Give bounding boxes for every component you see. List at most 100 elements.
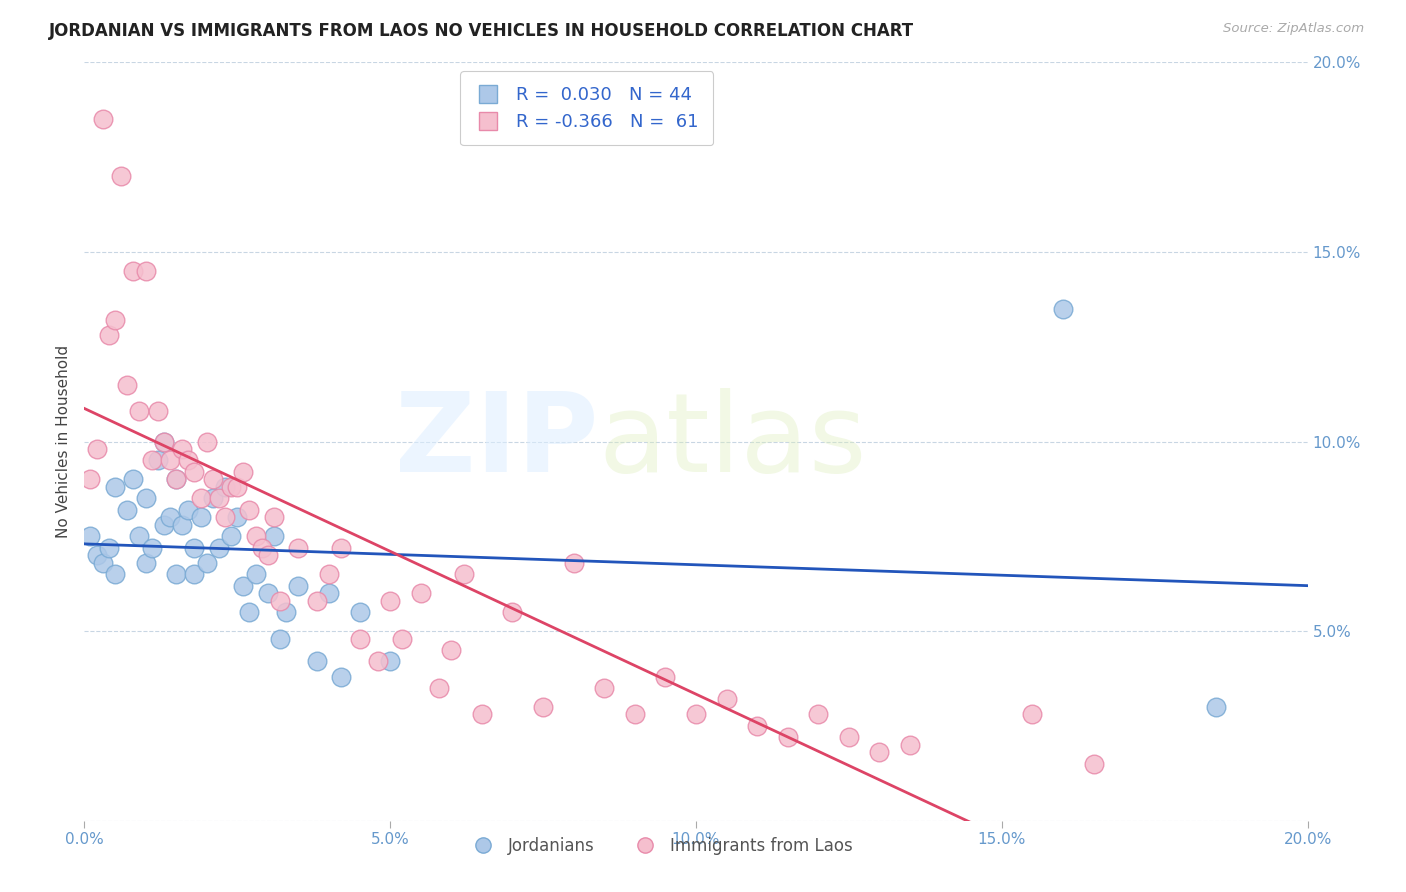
Point	[172, 442, 194, 457]
Point	[122, 264, 145, 278]
Point	[287, 579, 309, 593]
Point	[172, 517, 194, 532]
Point	[183, 465, 205, 479]
Point	[318, 586, 340, 600]
Point	[195, 434, 218, 449]
Point	[135, 491, 157, 506]
Point	[1083, 756, 1105, 771]
Point	[115, 503, 138, 517]
Point	[104, 480, 127, 494]
Point	[141, 541, 163, 555]
Point	[159, 453, 181, 467]
Point	[593, 681, 616, 695]
Point	[146, 453, 169, 467]
Text: atlas: atlas	[598, 388, 866, 495]
Point	[153, 434, 176, 449]
Point	[135, 556, 157, 570]
Point	[159, 510, 181, 524]
Point	[201, 473, 224, 487]
Point	[208, 541, 231, 555]
Point	[305, 655, 328, 669]
Point	[440, 643, 463, 657]
Point	[245, 529, 267, 543]
Point	[208, 491, 231, 506]
Point	[153, 434, 176, 449]
Point	[91, 556, 114, 570]
Point	[716, 692, 738, 706]
Point	[104, 313, 127, 327]
Point	[838, 730, 860, 744]
Point	[380, 655, 402, 669]
Point	[238, 503, 260, 517]
Point	[502, 605, 524, 619]
Point	[276, 605, 298, 619]
Point	[165, 473, 187, 487]
Point	[232, 579, 254, 593]
Point	[97, 541, 120, 555]
Point	[562, 556, 585, 570]
Point	[330, 541, 353, 555]
Point	[471, 707, 494, 722]
Point	[146, 404, 169, 418]
Point	[898, 738, 921, 752]
Point	[453, 567, 475, 582]
Point	[367, 655, 389, 669]
Point	[97, 328, 120, 343]
Point	[177, 503, 200, 517]
Point	[201, 491, 224, 506]
Y-axis label: No Vehicles in Household: No Vehicles in Household	[56, 345, 72, 538]
Point	[128, 529, 150, 543]
Point	[214, 510, 236, 524]
Point	[226, 480, 249, 494]
Point	[257, 586, 280, 600]
Text: ZIP: ZIP	[395, 388, 598, 495]
Point	[86, 442, 108, 457]
Point	[245, 567, 267, 582]
Point	[219, 529, 242, 543]
Point	[1052, 301, 1074, 316]
Point	[318, 567, 340, 582]
Point	[531, 699, 554, 714]
Point	[263, 529, 285, 543]
Point	[624, 707, 647, 722]
Point	[747, 719, 769, 733]
Point	[165, 567, 187, 582]
Point	[135, 264, 157, 278]
Point	[214, 480, 236, 494]
Point	[269, 632, 291, 646]
Point	[91, 112, 114, 127]
Point	[349, 605, 371, 619]
Point	[685, 707, 707, 722]
Point	[141, 453, 163, 467]
Point	[380, 594, 402, 608]
Point	[869, 746, 891, 760]
Point	[257, 548, 280, 563]
Point	[177, 453, 200, 467]
Point	[110, 169, 132, 184]
Point	[195, 556, 218, 570]
Point	[190, 491, 212, 506]
Point	[183, 541, 205, 555]
Point	[115, 377, 138, 392]
Point	[654, 669, 676, 684]
Point	[263, 510, 285, 524]
Point	[349, 632, 371, 646]
Legend: Jordanians, Immigrants from Laos: Jordanians, Immigrants from Laos	[460, 830, 859, 862]
Point	[219, 480, 242, 494]
Point	[153, 517, 176, 532]
Point	[250, 541, 273, 555]
Point	[391, 632, 413, 646]
Point	[238, 605, 260, 619]
Point	[409, 586, 432, 600]
Point	[305, 594, 328, 608]
Point	[807, 707, 830, 722]
Point	[330, 669, 353, 684]
Point	[79, 529, 101, 543]
Point	[1021, 707, 1043, 722]
Point	[128, 404, 150, 418]
Point	[183, 567, 205, 582]
Point	[776, 730, 799, 744]
Text: Source: ZipAtlas.com: Source: ZipAtlas.com	[1223, 22, 1364, 36]
Point	[232, 465, 254, 479]
Point	[287, 541, 309, 555]
